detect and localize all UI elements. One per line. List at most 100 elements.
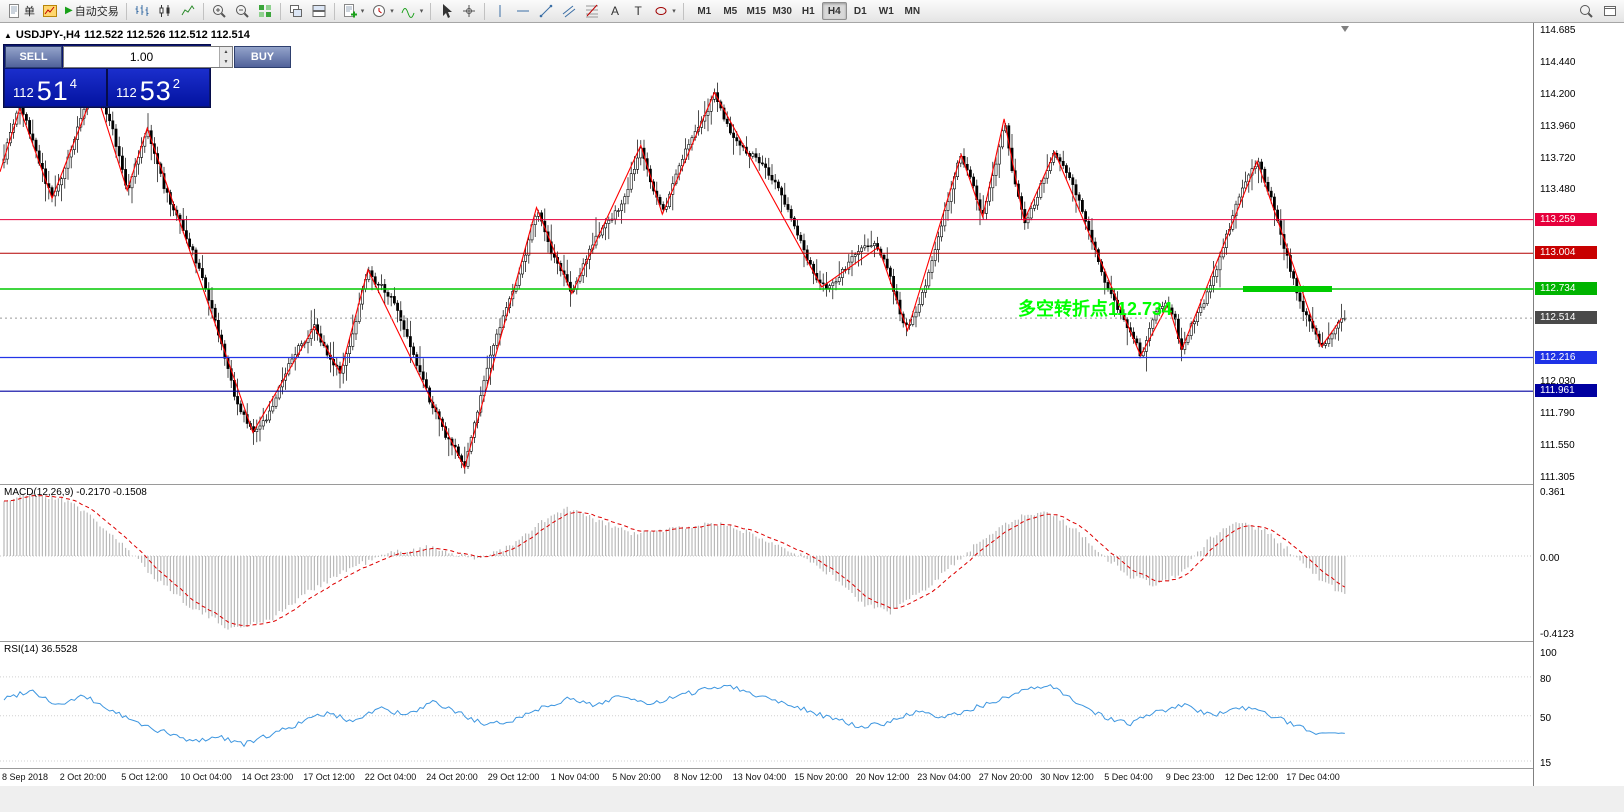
pivot-annotation[interactable]: 多空转折点112.734	[1018, 299, 1173, 319]
zoom-out-button[interactable]	[231, 1, 253, 21]
buy-price-display[interactable]: 112 53 2	[108, 69, 209, 106]
cursor-button[interactable]	[435, 1, 457, 21]
price-tick-label: 111.790	[1540, 407, 1575, 419]
price-badge: 112.514	[1535, 311, 1597, 325]
trendline-button[interactable]	[535, 1, 557, 21]
price-tick-label: 113.960	[1540, 120, 1576, 132]
date-label: 10 Oct 04:00	[180, 772, 232, 782]
timeframe-m1-button[interactable]: M1	[692, 2, 717, 20]
candlestick-chart-button[interactable]	[154, 1, 176, 21]
chart-ohlc-values: 112.522 112.526 112.512 112.514	[84, 29, 250, 41]
price-tick-label: 114.200	[1540, 89, 1576, 101]
new-order-button[interactable]: 单	[3, 1, 38, 21]
crosshair-button[interactable]	[458, 1, 480, 21]
new-chart-icon	[343, 4, 357, 18]
sell-button[interactable]: SELL	[5, 46, 62, 68]
horizontal-line-button[interactable]	[512, 1, 534, 21]
macd-axis-label: -0.4123	[1540, 628, 1574, 640]
dropdown-arrow-icon: ▾	[360, 8, 365, 15]
sell-price-display[interactable]: 112 51 4	[5, 69, 106, 106]
periods-dropdown-button[interactable]: ▾	[368, 1, 397, 21]
channel-icon	[562, 5, 576, 18]
timeframe-d1-button[interactable]: D1	[848, 2, 873, 20]
ohlc-bars-icon	[135, 5, 149, 16]
vertical-line-button[interactable]	[489, 1, 511, 21]
shapes-icon	[655, 7, 667, 15]
search-icon	[1580, 5, 1593, 18]
toolbar-separator	[430, 2, 432, 20]
timeframe-h1-button[interactable]: H1	[796, 2, 821, 20]
indicators-dropdown-button[interactable]: ▾	[398, 1, 427, 21]
volume-down-button[interactable]: ▼	[220, 57, 232, 67]
zoom-in-icon	[212, 5, 226, 18]
label-button[interactable]: T	[627, 1, 649, 21]
date-label: 27 Nov 20:00	[978, 772, 1033, 782]
toolbar-separator	[333, 2, 335, 20]
dropdown-arrow-icon: ▾	[419, 8, 424, 15]
timeframe-m30-button[interactable]: M30	[770, 2, 795, 20]
charts-button[interactable]	[39, 1, 61, 21]
cascade-windows-icon	[289, 5, 302, 17]
toolbar-separator	[202, 2, 204, 20]
macd-header: MACD(12,26,9) -0.2170 -0.1508	[4, 487, 147, 498]
panel-divider[interactable]	[0, 768, 1624, 769]
timeframe-m15-button[interactable]: M15	[744, 2, 769, 20]
new-chart-dropdown-button[interactable]: ▾	[339, 1, 368, 21]
buy-price-big: 53	[139, 75, 172, 106]
timeframe-toolbar: M1 M5 M15 M30 H1 H4 D1 W1 MN	[692, 2, 925, 20]
date-label: 24 Oct 20:00	[426, 772, 478, 782]
rsi-panel-canvas[interactable]	[0, 642, 1533, 768]
price-tick-label: 112.030	[1540, 376, 1576, 388]
line-chart-button[interactable]	[177, 1, 199, 21]
bar-chart-button[interactable]	[131, 1, 153, 21]
date-label: 17 Dec 04:00	[1286, 772, 1340, 782]
zoom-out-icon	[235, 5, 249, 18]
macd-panel-canvas[interactable]	[0, 485, 1533, 641]
price-axis[interactable]: 114.685 114.440 114.200 113.960 113.720 113.4…	[1533, 23, 1624, 786]
window-bottom-filler	[0, 786, 1624, 812]
time-axis[interactable]: 8 Sep 2018 2 Oct 20:00 5 Oct 12:00 10 Oct 0…	[0, 769, 1533, 786]
tile-windows-button[interactable]	[254, 1, 276, 21]
timeframe-w1-button[interactable]: W1	[874, 2, 899, 20]
workspace-button[interactable]	[1599, 1, 1621, 21]
document-icon	[9, 4, 19, 18]
toolbar-separator	[484, 2, 486, 20]
toolbar: 单 ▶ 自动交易 ▾ ▾ ▾	[0, 0, 1624, 23]
date-label: 20 Nov 12:00	[855, 772, 910, 782]
text-button[interactable]: A	[604, 1, 626, 21]
price-tick-label: 114.685	[1540, 25, 1576, 36]
panel-divider[interactable]	[0, 641, 1624, 642]
rsi-axis-label: 50	[1540, 712, 1552, 724]
channel-button[interactable]	[558, 1, 580, 21]
main-chart-canvas[interactable]	[0, 23, 1533, 484]
volume-input[interactable]	[64, 47, 219, 67]
date-label: 30 Nov 12:00	[1040, 772, 1094, 782]
price-tick-label: 111.550	[1540, 439, 1575, 451]
rsi-axis-label: 15	[1540, 758, 1552, 769]
volume-up-button[interactable]: ▲	[220, 47, 232, 57]
timeframe-m5-button[interactable]: M5	[718, 2, 743, 20]
date-label: 17 Oct 12:00	[303, 772, 355, 782]
price-badge: 112.216	[1535, 350, 1597, 364]
candlestick-icon	[159, 5, 170, 17]
price-divider	[106, 69, 108, 106]
rsi-header: RSI(14) 36.5528	[4, 644, 78, 655]
fibonacci-button[interactable]	[581, 1, 603, 21]
buy-button[interactable]: BUY	[234, 46, 291, 68]
arrange-windows-button[interactable]	[308, 1, 330, 21]
shapes-dropdown-button[interactable]: ▾	[650, 1, 679, 21]
search-button[interactable]	[1575, 1, 1597, 21]
cascade-windows-button[interactable]	[285, 1, 307, 21]
price-tick-label: 113.480	[1540, 184, 1576, 196]
label-icon: T	[635, 4, 643, 18]
zoom-in-button[interactable]	[208, 1, 230, 21]
autotrading-button[interactable]: ▶ 自动交易	[62, 1, 122, 21]
timeframe-h4-button[interactable]: H4	[821, 2, 847, 20]
rsi-axis-label: 80	[1540, 673, 1552, 685]
panel-divider[interactable]	[0, 484, 1624, 485]
date-label: 5 Oct 12:00	[121, 772, 168, 782]
timeframe-mn-button[interactable]: MN	[900, 2, 925, 20]
price-badge: 111.961	[1535, 384, 1597, 398]
collapse-arrow-icon[interactable]: ▲	[4, 30, 12, 40]
